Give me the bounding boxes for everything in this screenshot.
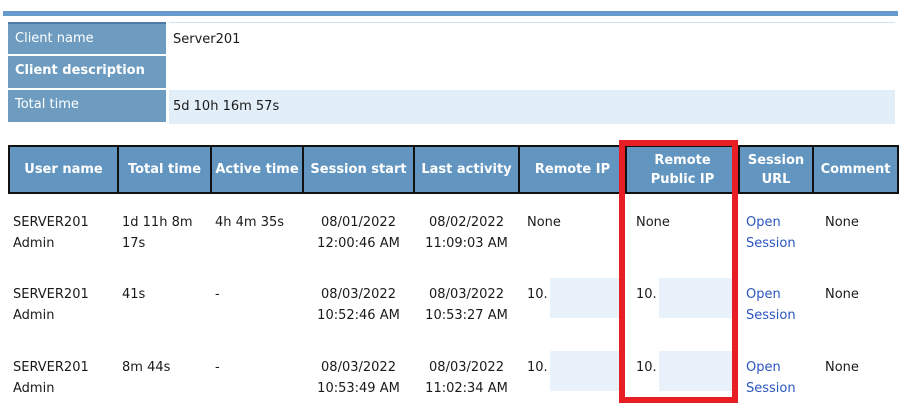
redacted-ip-box xyxy=(659,278,733,318)
column-header-comment: Comment xyxy=(812,145,899,194)
remote-public-ip-prefix: 10. xyxy=(636,360,657,375)
cell-user-name: SERVER201 Admin xyxy=(13,287,89,323)
client-name-row: Client name Server201 xyxy=(8,22,895,56)
cell-session-start: 08/01/2022 12:00:46 AM xyxy=(317,215,400,251)
cell-remote-ip: 10. xyxy=(519,339,626,411)
cell-active-time: 4h 4m 35s xyxy=(215,215,285,230)
open-session-link[interactable]: Open Session xyxy=(746,215,796,251)
table-header-row: User name Total time Active time Session… xyxy=(8,145,899,194)
remote-ip-prefix: 10. xyxy=(527,360,548,375)
open-session-link[interactable]: Open Session xyxy=(746,360,796,396)
client-info-table: Client name Server201 Client description… xyxy=(8,22,895,124)
cell-remote-public-ip: None xyxy=(636,215,670,230)
session-row: SERVER201 Admin 41s - 08/03/2022 10:52:4… xyxy=(9,266,898,339)
column-header-session-url: Session URL xyxy=(738,145,814,194)
sessions-table: User name Total time Active time Session… xyxy=(8,145,899,411)
redacted-ip-box xyxy=(550,278,624,318)
column-header-remote-ip: Remote IP xyxy=(518,145,627,194)
redacted-ip-box xyxy=(550,351,624,391)
column-header-session-start: Session start xyxy=(302,145,415,194)
cell-session-url: Open Session xyxy=(739,193,813,266)
cell-last-activity: 08/03/2022 10:53:27 AM xyxy=(425,287,508,323)
cell-remote-public-ip: 10. xyxy=(626,339,739,411)
column-header-total-time: Total time xyxy=(117,145,212,194)
client-description-value xyxy=(169,56,895,90)
cell-total-time: 8m 44s xyxy=(122,360,171,375)
column-header-remote-public-ip: Remote Public IP xyxy=(625,145,740,194)
total-time-row: Total time 5d 10h 16m 57s xyxy=(8,90,895,124)
remote-ip-prefix: 10. xyxy=(527,287,548,302)
cell-remote-public-ip: 10. xyxy=(626,266,739,339)
cell-session-start: 08/03/2022 10:53:49 AM xyxy=(317,360,400,396)
client-description-row: Client description xyxy=(8,56,895,90)
cell-remote-ip: 10. xyxy=(519,266,626,339)
cell-active-time: - xyxy=(215,287,220,302)
total-time-label: Total time xyxy=(8,90,166,124)
top-divider-bar xyxy=(3,11,898,16)
cell-session-start: 08/03/2022 10:52:46 AM xyxy=(317,287,400,323)
column-header-user-name: User name xyxy=(8,145,119,194)
total-time-value: 5d 10h 16m 57s xyxy=(169,90,895,124)
cell-user-name: SERVER201 Admin xyxy=(13,215,89,251)
cell-total-time: 1d 11h 8m 17s xyxy=(122,215,193,251)
redacted-ip-box xyxy=(659,351,733,391)
session-row: SERVER201 Admin 1d 11h 8m 17s 4h 4m 35s … xyxy=(9,193,898,266)
cell-session-url: Open Session xyxy=(739,266,813,339)
column-header-active-time: Active time xyxy=(210,145,304,194)
cell-comment: None xyxy=(825,360,859,375)
cell-active-time: - xyxy=(215,360,220,375)
client-name-label: Client name xyxy=(8,22,166,56)
cell-last-activity: 08/03/2022 11:02:34 AM xyxy=(425,360,508,396)
open-session-link[interactable]: Open Session xyxy=(746,287,796,323)
cell-remote-ip: None xyxy=(527,215,561,230)
cell-comment: None xyxy=(825,215,859,230)
cell-comment: None xyxy=(825,287,859,302)
cell-session-url: Open Session xyxy=(739,339,813,411)
remote-public-ip-prefix: 10. xyxy=(636,287,657,302)
cell-total-time: 41s xyxy=(122,287,146,302)
cell-user-name: SERVER201 Admin xyxy=(13,360,89,396)
client-name-value: Server201 xyxy=(169,22,895,56)
column-header-last-activity: Last activity xyxy=(413,145,520,194)
client-description-label: Client description xyxy=(8,56,166,90)
session-row: SERVER201 Admin 8m 44s - 08/03/2022 10:5… xyxy=(9,339,898,411)
cell-last-activity: 08/02/2022 11:09:03 AM xyxy=(425,215,508,251)
